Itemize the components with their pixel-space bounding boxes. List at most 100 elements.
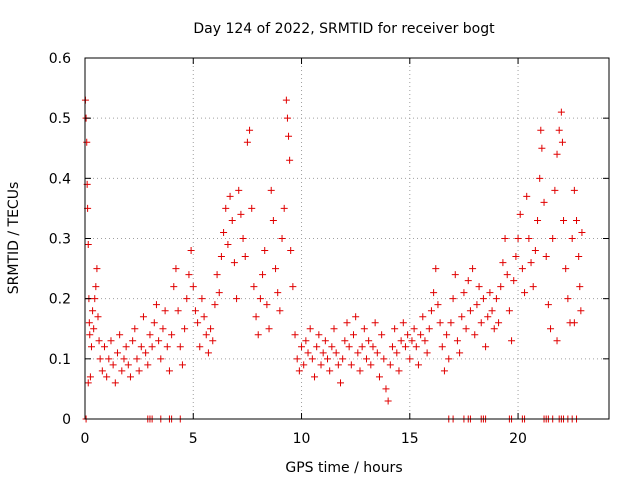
data-point [423, 349, 431, 357]
data-point [224, 241, 232, 249]
data-point [527, 259, 535, 267]
data-point [419, 313, 427, 321]
data-point [235, 186, 243, 194]
data-point [230, 259, 238, 267]
data-point [280, 204, 288, 212]
data-point [98, 367, 106, 375]
data-point [453, 337, 461, 345]
data-point [334, 361, 342, 369]
data-point [96, 355, 104, 363]
data-point [375, 373, 383, 381]
data-point [103, 373, 111, 381]
data-point [207, 325, 215, 333]
data-point [287, 247, 295, 255]
data-point [514, 235, 522, 242]
data-point [213, 271, 221, 279]
data-point [113, 349, 121, 357]
data-point [380, 355, 388, 363]
data-point [226, 192, 234, 200]
data-point [568, 235, 576, 242]
data-point [265, 325, 273, 333]
data-point [471, 331, 479, 339]
data-point [354, 349, 362, 357]
data-point [490, 325, 498, 333]
data-point [274, 289, 282, 297]
data-point [111, 379, 119, 387]
data-point [570, 319, 578, 327]
data-point [300, 361, 308, 369]
data-point [94, 313, 102, 321]
data-point [126, 373, 134, 381]
data-point [313, 343, 321, 351]
data-point [315, 331, 323, 339]
data-point [142, 349, 150, 357]
data-point [473, 301, 481, 309]
data-point [217, 253, 225, 261]
data-point [358, 343, 366, 351]
data-point [120, 355, 128, 363]
x-axis-label: GPS time / hours [285, 460, 402, 476]
data-point [308, 355, 316, 363]
data-point [239, 235, 247, 242]
data-point [204, 349, 212, 357]
data-point [388, 343, 396, 351]
data-point [341, 337, 349, 345]
data-point [462, 325, 470, 333]
data-point [347, 361, 355, 369]
data-point [148, 343, 156, 351]
data-point [414, 361, 422, 369]
data-point [343, 319, 351, 327]
data-point [384, 397, 392, 405]
data-point [276, 307, 284, 315]
data-point [562, 265, 570, 273]
data-point [399, 319, 407, 327]
data-point [269, 216, 277, 224]
data-point [551, 186, 559, 194]
data-point [86, 331, 94, 339]
data-point [185, 271, 193, 279]
data-point [155, 337, 163, 345]
data-point [91, 295, 99, 303]
data-point [408, 337, 416, 345]
data-point [200, 313, 208, 321]
data-point [174, 307, 182, 315]
data-point [328, 343, 336, 351]
data-point [497, 283, 505, 291]
y-axis-label: SRMTID / TECUs [6, 182, 22, 295]
data-point [430, 289, 438, 297]
data-point [107, 337, 115, 345]
data-point [191, 307, 199, 315]
data-point [555, 126, 563, 134]
data-point [466, 307, 474, 315]
data-point [133, 355, 141, 363]
data-point [516, 210, 524, 218]
data-point [542, 253, 550, 261]
data-point [339, 355, 347, 363]
data-point [137, 343, 145, 351]
data-point [373, 349, 381, 357]
data-point [220, 228, 228, 236]
data-point [479, 295, 487, 303]
data-point [109, 361, 117, 369]
data-point [228, 216, 236, 224]
data-point [272, 265, 280, 273]
data-point [382, 385, 390, 393]
data-point [536, 174, 544, 182]
data-point [410, 325, 418, 333]
data-points [81, 96, 586, 423]
data-point [93, 265, 101, 273]
data-point [261, 247, 269, 255]
data-point [540, 198, 548, 206]
data-point [283, 114, 291, 122]
data-point [116, 331, 124, 339]
y-tick-label: 0.6 [49, 51, 71, 67]
data-point [129, 337, 137, 345]
data-point [553, 337, 561, 345]
data-point [233, 295, 241, 303]
data-point [406, 355, 414, 363]
y-tick-label: 0.1 [49, 352, 71, 368]
data-point [83, 138, 91, 146]
data-point [319, 349, 327, 357]
data-point [447, 319, 455, 327]
data-point [570, 186, 578, 194]
